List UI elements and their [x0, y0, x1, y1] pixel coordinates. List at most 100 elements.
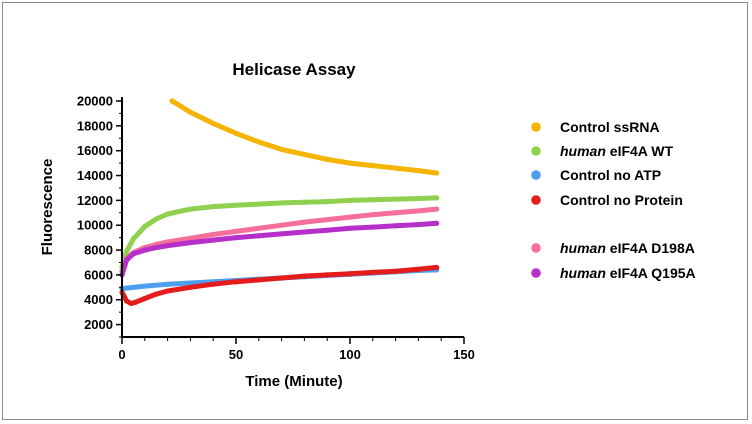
data-point — [347, 214, 353, 220]
data-point — [256, 201, 262, 207]
data-point — [210, 120, 216, 126]
legend-label: Control ssRNA — [560, 119, 660, 135]
data-point — [153, 216, 159, 222]
data-point — [233, 228, 239, 235]
legend-item: Control no ATP — [531, 167, 661, 183]
legend-marker — [531, 195, 541, 205]
x-tick-label: 50 — [229, 347, 243, 362]
data-point — [279, 146, 285, 153]
data-point — [434, 195, 440, 201]
data-point — [393, 210, 399, 216]
data-point — [370, 224, 376, 230]
legend-label-text: eIF4A WT — [606, 143, 674, 159]
legend-label-italic: human — [560, 240, 606, 256]
data-point — [393, 165, 399, 171]
legend-label-text: Control ssRNA — [560, 119, 660, 135]
data-point — [324, 227, 330, 233]
data-point — [130, 236, 136, 242]
data-point — [123, 248, 130, 254]
y-axis-title: Fluorescence — [39, 159, 56, 256]
data-point — [153, 244, 159, 251]
data-point — [434, 170, 440, 176]
legend-label: Control no Protein — [560, 192, 683, 208]
legend-label-text: Control no Protein — [560, 192, 683, 208]
data-point — [393, 268, 399, 274]
y-tick-label: 16000 — [77, 143, 113, 158]
data-point — [415, 221, 421, 228]
data-point — [256, 225, 262, 231]
data-point — [133, 299, 139, 305]
data-point — [233, 279, 239, 285]
data-point — [130, 251, 136, 257]
data-point — [142, 247, 148, 253]
data-point — [169, 98, 175, 104]
data-point — [279, 222, 285, 228]
legend-item: human eIF4A D198A — [531, 240, 695, 256]
series-1 — [119, 195, 440, 271]
figure-frame: Helicase Assay Fluorescence Time (Minute… — [2, 2, 748, 420]
data-point — [301, 151, 307, 158]
data-point — [415, 167, 421, 174]
series-line — [169, 98, 440, 176]
data-point — [324, 199, 330, 205]
series-3 — [119, 264, 440, 307]
chart-title: Helicase Assay — [232, 60, 356, 79]
data-point — [233, 130, 239, 136]
data-point — [393, 223, 399, 229]
data-point — [187, 109, 193, 115]
y-tick-label: 2000 — [84, 317, 113, 332]
legend-label: human eIF4A Q195A — [560, 265, 696, 281]
legend-label-italic: human — [560, 143, 606, 159]
axes: 2000 4000 6000 8000 10000 12000 14000 16000 1800… — [77, 94, 475, 363]
y-tick-label: 4000 — [84, 292, 113, 307]
data-point — [165, 281, 171, 287]
y-tick-label: 8000 — [84, 243, 113, 258]
plot-area — [119, 98, 440, 307]
y-tick-label: 12000 — [77, 193, 113, 208]
legend: Control ssRNA human eIF4A WT Control no AT… — [531, 119, 696, 281]
data-point — [256, 233, 262, 239]
data-point — [142, 283, 148, 289]
data-point — [123, 257, 130, 263]
data-point — [301, 219, 307, 225]
series-0 — [169, 98, 440, 176]
chart-svg: Helicase Assay Fluorescence Time (Minute… — [39, 60, 696, 390]
data-point — [415, 266, 421, 272]
data-point — [165, 288, 171, 294]
legend-label: human eIF4A WT — [560, 143, 673, 159]
legend-item: human eIF4A Q195A — [531, 265, 696, 281]
data-point — [142, 295, 148, 302]
y-tick-label: 20000 — [77, 94, 113, 109]
data-point — [128, 300, 134, 307]
series-line — [119, 195, 440, 270]
series-5 — [119, 220, 440, 278]
data-point — [347, 160, 353, 166]
data-point — [233, 235, 239, 241]
x-tick-label: 150 — [453, 347, 475, 362]
data-point — [415, 208, 421, 214]
data-point — [370, 162, 376, 169]
y-tick-label: 6000 — [84, 267, 113, 282]
legend-label-text: eIF4A Q195A — [606, 265, 696, 281]
legend-label-italic: human — [560, 265, 606, 281]
data-point — [370, 212, 376, 218]
data-point — [187, 206, 193, 212]
data-point — [142, 223, 148, 230]
data-point — [301, 199, 307, 205]
data-point — [123, 298, 130, 304]
legend-marker — [531, 268, 541, 278]
y-tick-label: 10000 — [77, 218, 113, 233]
data-point — [347, 197, 353, 203]
x-tick-label: 100 — [339, 347, 361, 362]
legend-marker — [531, 146, 541, 156]
legend-item: Control no Protein — [531, 192, 683, 208]
data-point — [210, 237, 216, 243]
data-point — [324, 272, 330, 278]
data-point — [187, 240, 193, 246]
data-point — [393, 196, 399, 202]
data-point — [233, 202, 239, 208]
legend-marker — [531, 170, 541, 180]
data-point — [210, 231, 216, 238]
y-tick-label: 18000 — [77, 118, 113, 133]
x-axis-title: Time (Minute) — [245, 373, 342, 390]
